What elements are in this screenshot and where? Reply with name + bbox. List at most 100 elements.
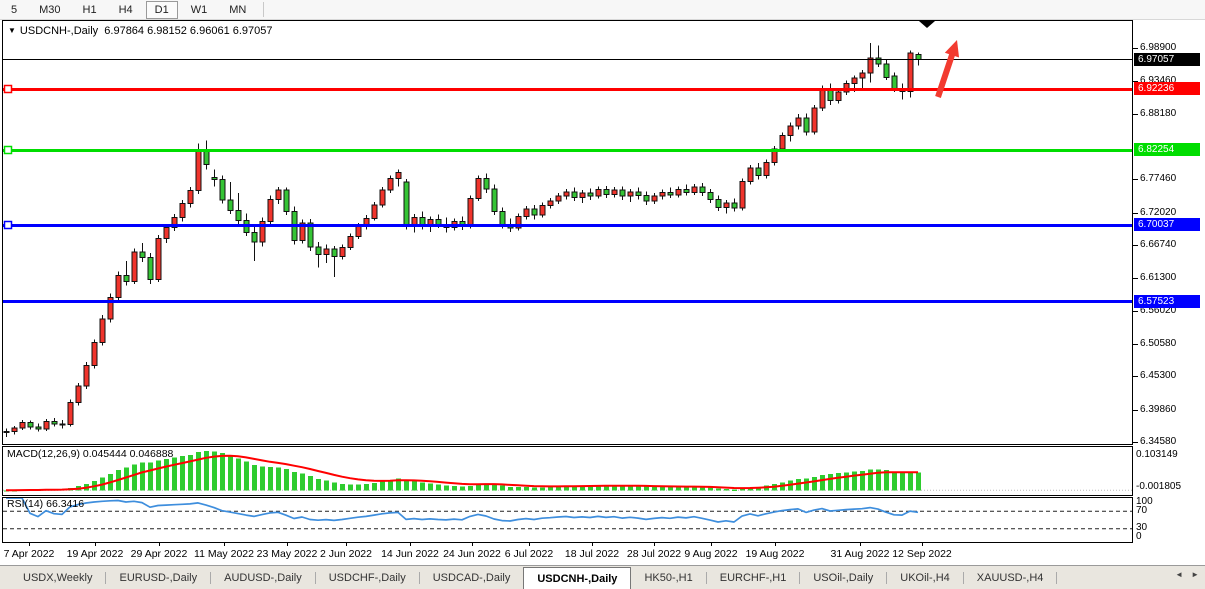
tab-separator — [962, 571, 964, 584]
price-tick-label: 6.72020 — [1140, 207, 1177, 218]
tab-xauusd-h4[interactable]: XAUUSD-,H4 — [976, 571, 1044, 584]
candle — [19, 419, 26, 431]
candle — [763, 159, 770, 179]
down-triangle-marker-icon[interactable] — [919, 21, 935, 28]
tab-eurchf-h1[interactable]: EURCHF-,H1 — [719, 571, 787, 584]
candle — [731, 198, 738, 212]
trend-arrow-icon[interactable] — [935, 40, 960, 98]
macd-scale-min: -0.001805 — [1136, 481, 1182, 492]
line-drag-handle[interactable] — [3, 145, 13, 155]
candle — [275, 187, 282, 205]
candle — [83, 362, 90, 390]
date-tick-label: 24 Jun 2022 — [443, 548, 501, 560]
candle — [467, 195, 474, 229]
candle — [459, 216, 466, 230]
candle — [715, 195, 722, 211]
candle — [571, 187, 578, 202]
tab-audusd-daily[interactable]: AUDUSD-,Daily — [224, 571, 302, 584]
candle — [227, 182, 234, 215]
symbol-tab-bar: USDX,Weekly EURUSD-,Daily AUDUSD-,Daily USD… — [0, 565, 1205, 589]
timeframe-button-mn[interactable]: MN — [229, 3, 247, 16]
candle — [387, 175, 394, 194]
candle — [491, 184, 498, 216]
candle — [531, 204, 538, 220]
candle — [883, 59, 890, 80]
timeframe-button-h1[interactable]: H1 — [82, 3, 97, 16]
macd-scale-max: 0.103149 — [1136, 449, 1178, 460]
chart-dropdown-icon: ▼ — [8, 26, 16, 35]
price-tick-label: 6.77460 — [1140, 173, 1177, 184]
candle — [619, 186, 626, 200]
tab-usdchf-daily[interactable]: USDCHF-,Daily — [328, 571, 406, 584]
line-drag-handle[interactable] — [3, 220, 13, 230]
price-tick-mark — [1133, 442, 1138, 443]
price-level-badge: 6.57523 — [1134, 295, 1200, 308]
rsi-canvas — [3, 498, 1132, 530]
tab-usdcnh-daily[interactable]: USDCNH-,Daily — [523, 567, 632, 589]
timeframe-button-d1[interactable]: D1 — [145, 0, 178, 19]
main-price-chart[interactable] — [2, 20, 1133, 445]
candle — [843, 80, 850, 96]
tab-scroll-right-icon[interactable]: ► — [1191, 570, 1199, 579]
candle — [691, 183, 698, 196]
tab-eurusd-daily[interactable]: EURUSD-,Daily — [119, 571, 198, 584]
tab-separator — [210, 571, 212, 584]
date-tick-label: 9 Aug 2022 — [684, 548, 738, 560]
date-tick-mark — [29, 543, 30, 546]
price-tick-label: 6.88180 — [1140, 108, 1177, 119]
tab-usdcad-daily[interactable]: USDCAD-,Daily — [432, 571, 511, 584]
candle — [115, 271, 122, 301]
tab-scroll-left-icon[interactable]: ◄ — [1175, 570, 1184, 579]
date-tick-label: 6 Jul 2022 — [504, 548, 554, 560]
date-tick-label: 18 Jul 2022 — [564, 548, 620, 560]
date-tick-mark — [711, 543, 712, 546]
price-tick-mark — [1133, 114, 1138, 115]
date-tick-label: 2 Jun 2022 — [320, 548, 372, 560]
candle — [347, 233, 354, 251]
candle — [283, 187, 290, 216]
candle — [139, 242, 146, 262]
timeframe-button-h4[interactable]: H4 — [118, 3, 133, 16]
tab-hk50-h1[interactable]: HK50-,H1 — [644, 571, 693, 584]
price-tick-mark — [1133, 410, 1138, 411]
timeframe-button-m30[interactable]: M30 — [39, 3, 61, 16]
macd-indicator-pane[interactable] — [2, 446, 1133, 496]
candle — [107, 293, 114, 323]
candle — [211, 169, 218, 187]
rsi-indicator-pane[interactable] — [2, 497, 1133, 543]
price-level-badge: 6.92236 — [1134, 82, 1200, 95]
price-tick-mark — [1133, 179, 1138, 180]
date-tick-label: 23 May 2022 — [256, 548, 318, 560]
candle — [251, 225, 258, 262]
candle — [91, 339, 98, 369]
tab-usdx-weekly[interactable]: USDX,Weekly — [23, 571, 93, 584]
candle — [235, 193, 242, 225]
tab-usoil-daily[interactable]: USOil-,Daily — [813, 571, 874, 584]
candle — [803, 113, 810, 136]
rsi-value: 66.3416 — [46, 498, 85, 510]
candle — [915, 52, 922, 66]
candle — [587, 188, 594, 200]
candle — [723, 199, 730, 214]
candle — [363, 215, 370, 230]
date-tick-mark — [159, 543, 160, 546]
date-tick-label: 14 Jun 2022 — [381, 548, 439, 560]
price-axis[interactable]: 6.98900 6.93460 6.88180 6.77460 6.72020 6.667… — [1133, 20, 1205, 565]
line-drag-handle[interactable] — [3, 84, 13, 94]
timeframe-button-5[interactable]: 5 — [11, 3, 18, 16]
tab-ukoil-h4[interactable]: UKOil-,H4 — [900, 571, 950, 584]
candle — [555, 193, 562, 205]
tab-separator — [705, 571, 707, 584]
toolbar-separator — [263, 2, 265, 17]
price-tick-label: 6.45300 — [1140, 370, 1177, 381]
timeframe-toolbar: 5 M30 H1 H4 D1 W1 MN — [0, 0, 1205, 20]
candle — [675, 186, 682, 198]
timeframe-button-w1[interactable]: W1 — [190, 3, 208, 16]
candle — [547, 198, 554, 209]
candle — [635, 187, 642, 200]
candlestick-canvas[interactable] — [3, 21, 1132, 444]
candle — [339, 244, 346, 260]
date-tick-mark — [654, 543, 655, 546]
date-axis[interactable]: 7 Apr 2022 19 Apr 2022 29 Apr 2022 11 May 2… — [2, 543, 1133, 565]
candle — [131, 248, 138, 284]
